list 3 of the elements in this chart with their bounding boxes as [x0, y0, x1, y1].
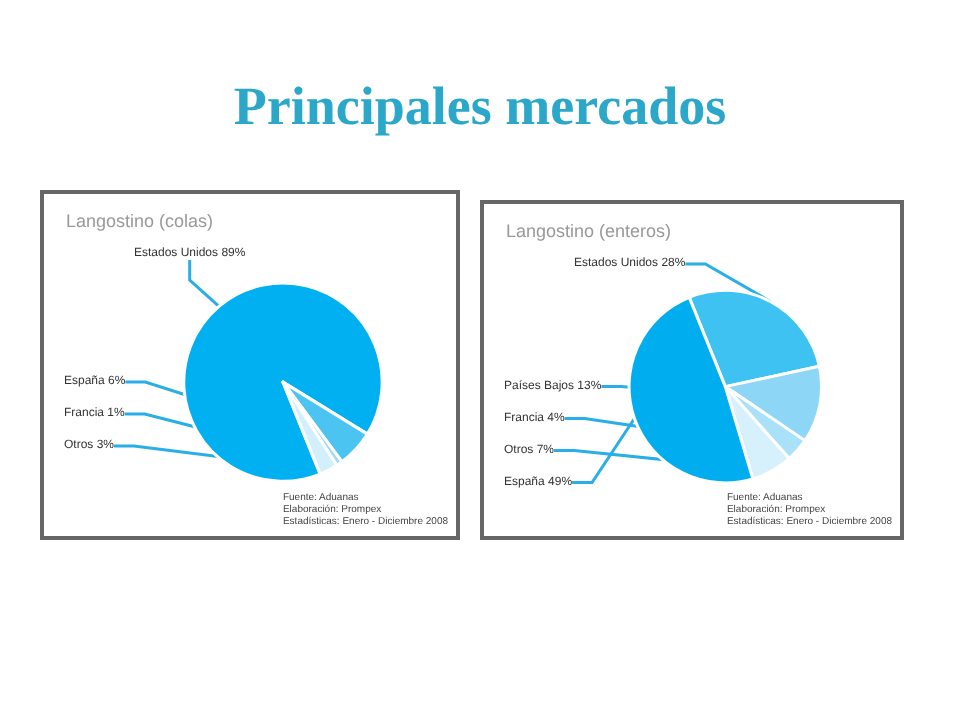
chart-title: Langostino (colas) — [66, 211, 214, 231]
chart-title: Langostino (enteros) — [506, 221, 672, 241]
text: Principales mercados — [231, 76, 729, 138]
